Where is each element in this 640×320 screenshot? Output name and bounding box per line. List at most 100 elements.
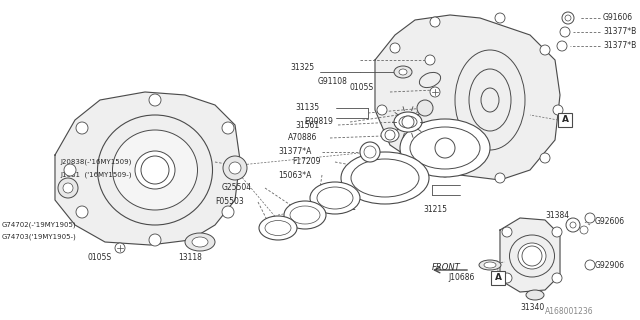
Text: G92906: G92906 [595,260,625,269]
Circle shape [553,105,563,115]
Circle shape [580,226,588,234]
Ellipse shape [394,66,412,78]
Polygon shape [375,15,560,180]
Circle shape [585,213,595,223]
Ellipse shape [509,235,554,277]
Text: 31384: 31384 [545,211,569,220]
Text: 31377*B: 31377*B [603,42,636,51]
Circle shape [229,162,241,174]
Text: G74702(-'19MY1905): G74702(-'19MY1905) [2,222,77,228]
Circle shape [557,41,567,51]
Text: 31325: 31325 [290,63,314,73]
Ellipse shape [265,220,291,236]
Circle shape [430,87,440,97]
Text: G91606: G91606 [603,13,633,22]
Circle shape [385,130,395,140]
Text: 31377*B: 31377*B [603,28,636,36]
Circle shape [222,206,234,218]
Text: 31215: 31215 [423,205,447,214]
Ellipse shape [284,201,326,229]
Ellipse shape [290,206,320,224]
Text: J10686: J10686 [448,274,474,283]
Text: 13118: 13118 [178,253,202,262]
Ellipse shape [399,69,407,75]
Bar [491,271,505,285]
Text: 0105S: 0105S [88,253,112,262]
Circle shape [223,156,247,180]
Text: 31561: 31561 [295,121,319,130]
Text: 31340: 31340 [520,303,544,313]
Ellipse shape [185,233,215,251]
Text: F17209: F17209 [292,157,321,166]
Text: FRONT: FRONT [432,263,461,273]
Text: A168001236: A168001236 [545,308,594,316]
Ellipse shape [455,50,525,150]
Text: A: A [495,274,502,283]
Circle shape [565,15,571,21]
Circle shape [115,243,125,253]
Circle shape [402,116,414,128]
Circle shape [502,273,512,283]
Circle shape [502,227,512,237]
Ellipse shape [435,138,455,158]
Polygon shape [55,92,240,245]
Ellipse shape [97,115,212,225]
Circle shape [149,94,161,106]
Text: 15063*A: 15063*A [278,171,312,180]
Circle shape [552,273,562,283]
Ellipse shape [479,260,501,270]
Ellipse shape [341,152,429,204]
Circle shape [63,183,73,193]
Circle shape [364,146,376,158]
Circle shape [400,147,410,157]
Circle shape [377,105,387,115]
Ellipse shape [481,88,499,112]
Text: J20838(-'16MY1509): J20838(-'16MY1509) [60,159,131,165]
Circle shape [417,100,433,116]
Circle shape [570,222,576,228]
Circle shape [562,12,574,24]
Ellipse shape [526,290,544,300]
Ellipse shape [381,128,399,142]
Polygon shape [500,218,560,292]
Ellipse shape [135,151,175,189]
Text: 0105S: 0105S [350,84,374,92]
Ellipse shape [484,262,496,268]
Text: 31232: 31232 [332,204,356,212]
Circle shape [58,178,78,198]
Circle shape [141,156,169,184]
Text: E00819: E00819 [304,117,333,126]
Text: 31135: 31135 [295,103,319,113]
Ellipse shape [317,187,353,209]
Circle shape [560,27,570,37]
Text: F05503: F05503 [215,197,244,206]
Circle shape [522,246,542,266]
Circle shape [425,55,435,65]
Circle shape [495,173,505,183]
Circle shape [430,17,440,27]
Bar [558,113,572,127]
Text: J1081  ('16MY1509-): J1081 ('16MY1509-) [60,172,131,178]
Circle shape [440,167,450,177]
Circle shape [552,227,562,237]
Ellipse shape [351,159,419,197]
Circle shape [540,153,550,163]
Text: G92606: G92606 [595,218,625,227]
Ellipse shape [419,72,440,88]
Text: G91108: G91108 [318,77,348,86]
Ellipse shape [394,112,422,132]
Circle shape [495,13,505,23]
Ellipse shape [518,243,546,269]
Circle shape [390,43,400,53]
Circle shape [64,164,76,176]
Text: A: A [561,116,568,124]
Text: G74703('19MY1905-): G74703('19MY1905-) [2,234,77,240]
Text: A70886: A70886 [288,133,317,142]
Circle shape [234,164,246,176]
Circle shape [222,122,234,134]
Ellipse shape [400,119,490,177]
Circle shape [76,206,88,218]
Text: G25504: G25504 [222,183,252,193]
Circle shape [149,234,161,246]
Text: 31377*A: 31377*A [278,148,312,156]
